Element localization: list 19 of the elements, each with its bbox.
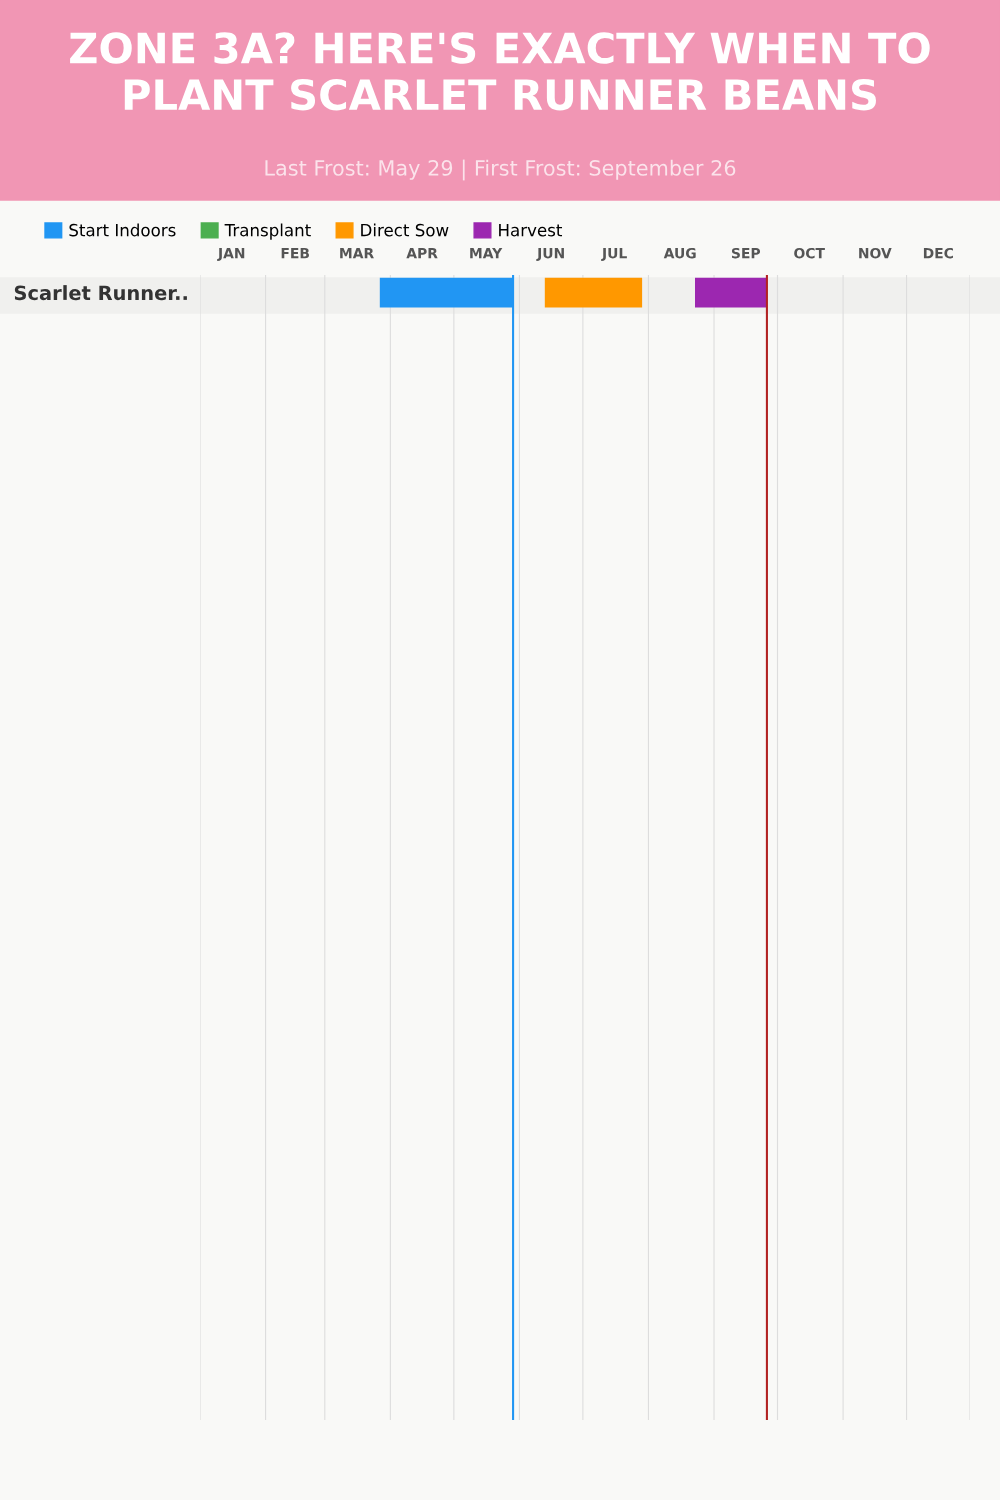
y-tick-label: Scarlet Runner.. xyxy=(14,285,187,301)
x-tick-label: JUL xyxy=(601,248,627,261)
x-tick-label: APR xyxy=(406,248,438,259)
x-tick-label: SEP xyxy=(731,247,761,259)
x-tick-label: JUN xyxy=(536,248,564,261)
x-tick-label: AUG xyxy=(663,247,696,259)
annotation: Transplant xyxy=(224,223,311,240)
x-tick-label: FEB xyxy=(281,248,309,259)
legend-label: Direct Sow xyxy=(361,223,449,237)
x-tick-label: OCT xyxy=(794,247,825,259)
chart-subtitle: Last Frost: May 29 | First Frost: September 26 xyxy=(265,159,736,181)
x-tick-label: MAY xyxy=(470,248,503,259)
x-tick-label: NOV xyxy=(859,247,892,259)
legend-label: Start Indoors xyxy=(69,223,176,237)
chart-title: ZONE 3A? HERE'S EXACTLY WHEN TO PLANT SCARLET RUNNER BEANS xyxy=(70,32,930,111)
x-tick-label: DEC xyxy=(923,247,953,259)
legend-label: Harvest xyxy=(499,224,563,237)
x-tick-label: JAN xyxy=(217,248,245,261)
x-tick-label: MAR xyxy=(340,248,374,259)
